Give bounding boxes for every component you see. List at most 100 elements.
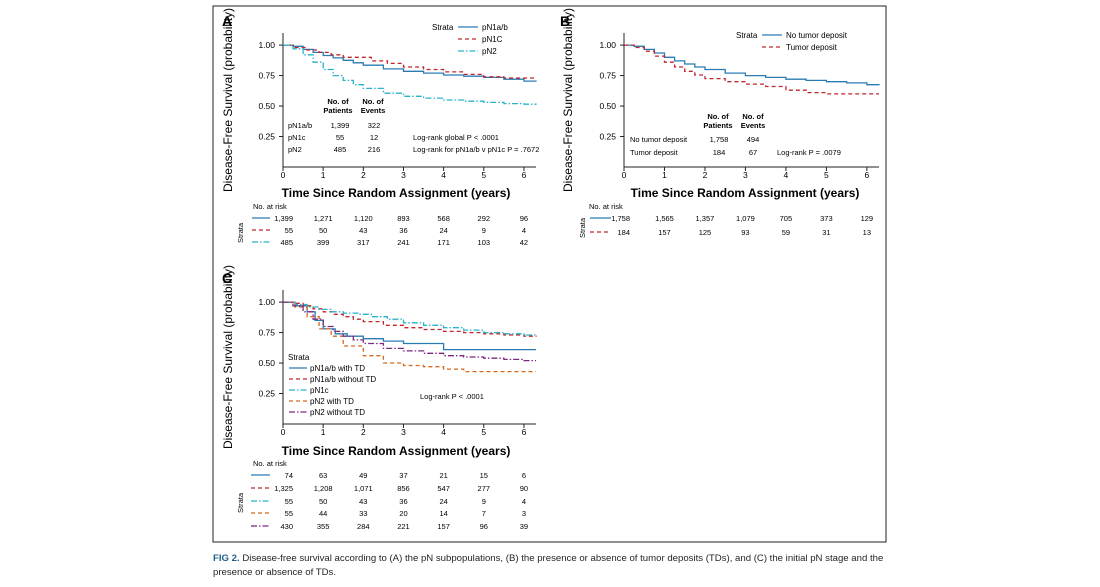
x-tick-label: 6 (522, 170, 527, 180)
panel-b-plot: 0.25 0.50 0.75 1.00 0 1 2 3 4 5 6 (599, 33, 880, 180)
survival-curve-4 (283, 301, 536, 373)
x-tick-label: 0 (281, 427, 286, 437)
caption-text: Disease-free survival according to (A) t… (213, 553, 884, 578)
x-tick-label: 2 (361, 427, 366, 437)
x-tick-label: 6 (864, 170, 869, 180)
risk-side-label: Strata (236, 222, 245, 243)
risk-value: 157 (658, 228, 671, 237)
x-tick-label: 5 (824, 170, 829, 180)
x-tick-label: 1 (662, 170, 667, 180)
x-tick-label: 6 (522, 427, 527, 437)
risk-value: 399 (317, 238, 330, 247)
panel-c-letter: C (222, 270, 232, 286)
survival-curve-3 (283, 301, 536, 336)
x-tick-label: 1 (321, 170, 326, 180)
survival-curve-3 (283, 44, 537, 105)
x-tick-label: 0 (281, 170, 286, 180)
risk-value: 893 (397, 214, 410, 223)
risk-value: 157 (437, 522, 450, 531)
risk-value: 547 (437, 484, 450, 493)
risk-value: 37 (399, 471, 407, 480)
table-header: Events (741, 121, 766, 130)
risk-value: 55 (285, 509, 293, 518)
panel-a-legend: Strata pN1a/b pN1C pN2 (432, 23, 508, 56)
table-header: No. of (362, 97, 384, 106)
risk-table-title: No. at risk (253, 459, 287, 468)
risk-value: 3 (522, 509, 526, 518)
table-row-label: pN2 (288, 145, 302, 154)
x-tick-label: 4 (441, 427, 446, 437)
risk-value: 292 (478, 214, 491, 223)
panel-c-plot: 0.25 0.50 0.75 1.00 0 1 2 3 4 5 6 (258, 290, 537, 437)
table-header: No. of (707, 112, 729, 121)
risk-value: 43 (359, 497, 367, 506)
legend-entry: pN2 without TD (310, 408, 365, 417)
risk-value: 43 (359, 226, 367, 235)
x-tick-label: 3 (743, 170, 748, 180)
risk-value: 39 (520, 522, 528, 531)
risk-value: 44 (319, 509, 327, 518)
y-tick-label: 0.50 (599, 101, 616, 111)
x-tick-label: 2 (361, 170, 366, 180)
table-header: Patients (703, 121, 732, 130)
survival-curve-2 (283, 301, 537, 337)
table-patients: 485 (334, 145, 347, 154)
risk-value: 1,079 (736, 214, 755, 223)
risk-value: 24 (439, 497, 447, 506)
risk-side-label-group: Strata (578, 217, 587, 238)
panel-a-x-label: Time Since Random Assignment (years) (282, 186, 511, 200)
risk-value: 96 (480, 522, 488, 531)
table-header: No. of (327, 97, 349, 106)
risk-value: 103 (478, 238, 491, 247)
table-row-label: pN1c (288, 133, 306, 142)
table-events: 67 (749, 148, 757, 157)
risk-value: 59 (782, 228, 790, 237)
risk-value: 74 (285, 471, 293, 480)
risk-value: 50 (319, 497, 327, 506)
legend-entry: pN1a/b (482, 23, 508, 32)
legend-entry: pN1a/b without TD (310, 375, 376, 384)
panel-c: C Disease-Free Survival (probability) Ti… (221, 265, 537, 531)
risk-value: 36 (399, 497, 407, 506)
risk-side-label: Strata (236, 492, 245, 513)
table-row-label: pN1a/b (288, 121, 312, 130)
legend-entry: pN1C (482, 35, 503, 44)
risk-value: 1,565 (655, 214, 674, 223)
x-tick-label: 5 (481, 170, 486, 180)
table-events: 12 (370, 133, 378, 142)
risk-value: 42 (520, 238, 528, 247)
table-patients: 55 (336, 133, 344, 142)
legend-title: Strata (736, 31, 758, 40)
panel-c-note: Log-rank P < .0001 (420, 392, 484, 401)
survival-curve-5 (283, 301, 536, 362)
x-tick-label: 4 (784, 170, 789, 180)
y-tick-label: 1.00 (258, 297, 275, 307)
legend-entry: pN2 with TD (310, 397, 354, 406)
panel-b-letter: B (560, 13, 570, 29)
risk-table-title: No. at risk (253, 202, 287, 211)
table-patients: 1,399 (331, 121, 350, 130)
log-rank-note: Log-rank global P < .0001 (413, 133, 499, 142)
risk-value: 1,208 (314, 484, 333, 493)
risk-value: 93 (741, 228, 749, 237)
risk-value: 568 (437, 214, 450, 223)
table-row-label: No tumor deposit (630, 135, 688, 144)
panel-b-y-label: Disease-Free Survival (probability) (561, 8, 575, 192)
y-tick-label: 0.25 (258, 389, 275, 399)
risk-value: 21 (439, 471, 447, 480)
panel-b-y-axis-label: Disease-Free Survival (probability) (561, 8, 575, 192)
y-tick-label: 0.75 (258, 71, 275, 81)
risk-value: 355 (317, 522, 330, 531)
risk-value: 1,271 (314, 214, 333, 223)
table-row-label: Tumor deposit (630, 148, 679, 157)
table-events: 216 (368, 145, 381, 154)
risk-value: 277 (478, 484, 491, 493)
risk-value: 7 (482, 509, 486, 518)
risk-value: 9 (482, 497, 486, 506)
risk-value: 9 (482, 226, 486, 235)
log-rank-note: Log-rank P < .0001 (420, 392, 484, 401)
